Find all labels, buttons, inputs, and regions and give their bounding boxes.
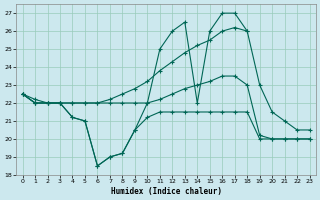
X-axis label: Humidex (Indice chaleur): Humidex (Indice chaleur) — [111, 187, 221, 196]
